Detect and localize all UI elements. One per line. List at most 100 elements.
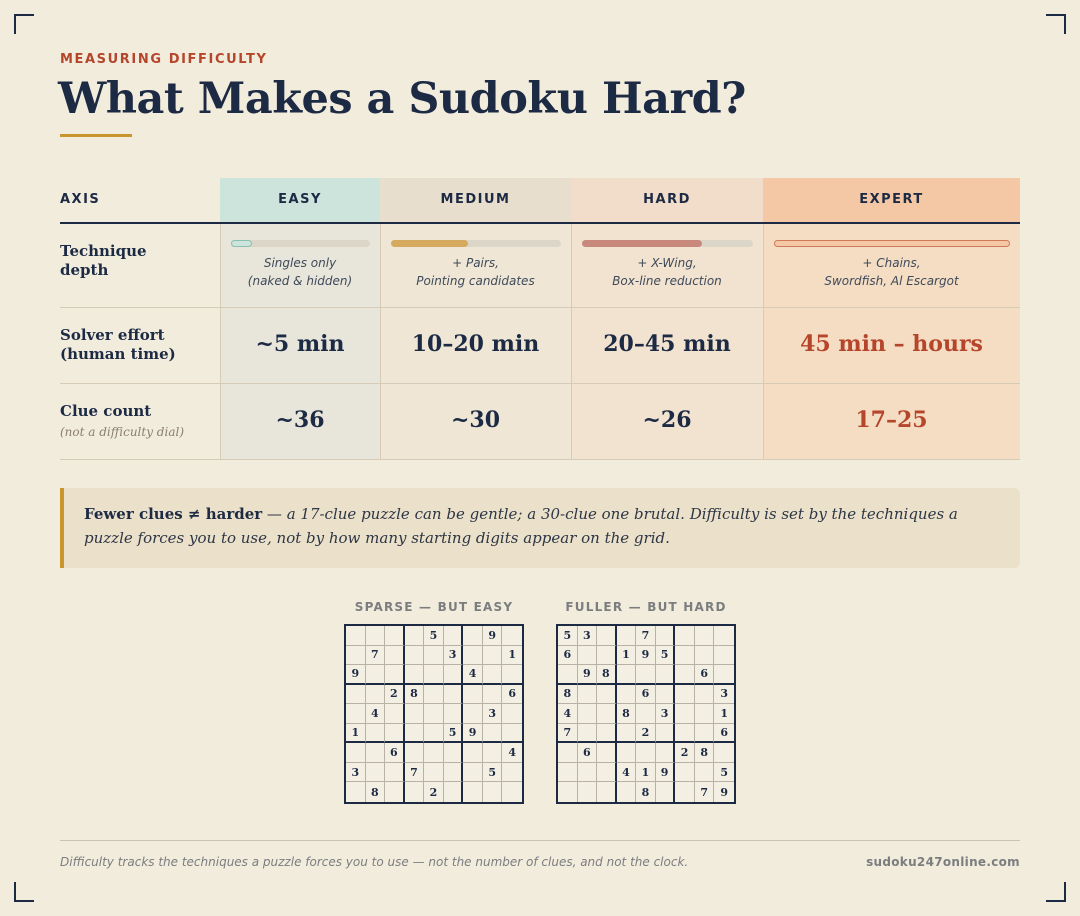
grid-cell	[365, 626, 386, 646]
grid-cell	[655, 684, 676, 705]
grid-cell	[365, 762, 386, 783]
grid-cell	[385, 782, 405, 802]
row-label-technique: Technique depth	[60, 242, 147, 279]
row-label-effort: Solver effort (human time)	[60, 326, 176, 363]
grid-cell	[502, 665, 522, 685]
grid-cell: 2	[424, 782, 444, 802]
grid-cell: 6	[714, 724, 734, 744]
grid-cell	[405, 782, 425, 802]
expert-column-bg	[763, 178, 1020, 460]
grid-cell: 7	[558, 723, 578, 744]
grid-cell	[385, 665, 405, 685]
grid-cell	[675, 704, 695, 724]
grid-cell: 1	[714, 704, 734, 724]
grid-cell	[463, 743, 483, 763]
grid-cell: 9	[482, 626, 503, 646]
grid-cell	[597, 743, 617, 763]
clues-expert: 17–25	[855, 407, 928, 433]
corner-mark-bottom-left	[14, 882, 34, 902]
depth-bar-expert	[774, 240, 1010, 247]
column-divider	[763, 222, 764, 460]
grid-cell	[502, 724, 522, 744]
grid-cell	[463, 684, 483, 705]
grid-cell: 5	[482, 762, 503, 783]
grid-cell	[443, 743, 464, 763]
grid-cell: 5	[558, 626, 578, 646]
depth-fill-medium	[391, 240, 468, 247]
grid-cell	[577, 645, 598, 666]
grid-cell	[365, 743, 386, 763]
eyebrow-label: MEASURING DIFFICULTY	[60, 52, 268, 67]
grid-cell	[577, 684, 598, 705]
grid-cell	[424, 645, 444, 666]
grid-cell: 4	[558, 704, 578, 724]
grid-cell	[424, 684, 444, 705]
grid-cell	[616, 684, 637, 705]
grid-cell: 6	[694, 665, 715, 685]
grid-cell	[616, 743, 637, 763]
grid-cell: 3	[655, 704, 676, 724]
grid-cell	[463, 626, 483, 646]
grid-cell: 4	[616, 762, 637, 783]
grid-cell	[675, 762, 695, 783]
grid-cell	[694, 723, 715, 744]
medium-column-bg	[380, 178, 571, 460]
header-hard: HARD	[643, 192, 691, 207]
technique-easy: Singles only (naked & hidden)	[247, 256, 353, 288]
footer-note: Difficulty tracks the techniques a puzzl…	[60, 855, 689, 869]
grid-cell: 8	[694, 743, 715, 763]
difficulty-table: AXIS EASY MEDIUM HARD EXPERT Technique d…	[60, 178, 1020, 460]
depth-fill-easy	[231, 240, 252, 247]
grid-cell	[404, 723, 425, 744]
grid-cell	[346, 684, 366, 705]
grid-cell	[597, 723, 617, 744]
header-easy: EASY	[278, 192, 322, 207]
grid-cell: 8	[404, 684, 425, 705]
grid-cell: 8	[558, 684, 578, 705]
grid-cell	[655, 743, 676, 763]
grid-cell	[675, 684, 695, 705]
grid-cell: 8	[616, 704, 637, 724]
grid-cell	[424, 723, 444, 744]
grid-cell	[385, 723, 405, 744]
grid-cell	[577, 704, 598, 724]
technique-medium: + Pairs, Pointing candidates	[416, 256, 535, 288]
grid-cell	[502, 626, 522, 646]
grid-cell	[346, 782, 366, 802]
grid-cell: 5	[443, 723, 464, 744]
corner-mark-top-right	[1046, 14, 1066, 34]
grid-cell: 4	[463, 665, 483, 685]
clues-medium: ~30	[450, 407, 501, 433]
medium-header-bg	[380, 178, 571, 222]
effort-easy: ~5 min	[255, 331, 345, 357]
grid-cell	[714, 743, 734, 763]
grid-cell: 5	[424, 626, 444, 646]
grid-cell	[577, 723, 598, 744]
grid-cell	[502, 763, 522, 783]
grid-cell	[636, 704, 656, 724]
grid-cell	[502, 782, 522, 802]
column-divider	[571, 222, 572, 460]
grid-cell	[424, 665, 444, 685]
footer-site[interactable]: sudoku247online.com	[866, 855, 1020, 869]
grid-cell	[597, 782, 617, 802]
grid-cell	[424, 704, 444, 724]
grid-cell	[346, 645, 366, 666]
callout-text: — a 17-clue puzzle can be gentle; a 30-c…	[84, 505, 958, 547]
grid-cell	[558, 743, 578, 763]
grid-cell	[636, 665, 656, 685]
header-medium: MEDIUM	[440, 192, 511, 207]
grid-cell	[636, 743, 656, 763]
grid-cell: 1	[636, 762, 656, 783]
grid-cell	[482, 684, 503, 705]
corner-mark-top-left	[14, 14, 34, 34]
grid-cell: 1	[616, 645, 637, 666]
grid-cell	[675, 723, 695, 744]
grid-cell	[482, 743, 503, 763]
grid-cell	[385, 645, 405, 666]
grid-caption-fuller: FULLER — BUT HARD	[565, 600, 727, 614]
depth-bar-easy	[231, 240, 370, 247]
clues-hard: ~26	[642, 407, 692, 433]
grid-cell: 1	[346, 723, 366, 744]
